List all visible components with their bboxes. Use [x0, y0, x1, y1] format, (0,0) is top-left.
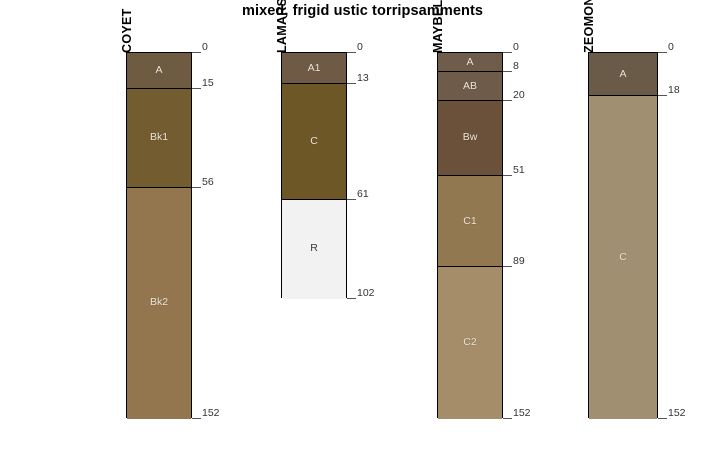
horizon-label: C1 [463, 214, 477, 227]
depth-tick-label: 13 [357, 72, 369, 85]
horizon-label: Bk2 [149, 296, 169, 309]
depth-tick-label: 152 [202, 407, 220, 419]
page-title: mixed, frigid ustic torripsamments [241, 3, 484, 19]
horizon-label: A [155, 64, 163, 77]
profile-name-label: MAYBELL [431, 0, 445, 53]
depth-leader-line [658, 95, 667, 97]
depth-tick-label: 0 [668, 41, 674, 53]
depth-tick-label: 0 [513, 41, 519, 53]
depth-tick-label: 89 [513, 255, 525, 268]
depth-tick-label: 20 [513, 89, 525, 102]
profile-name-label: ZEOMONT [582, 0, 596, 53]
depth-leader-line [192, 52, 201, 53]
horizon-label: C [619, 250, 627, 263]
horizon-c: C [589, 96, 657, 419]
soil-profile-zeomont: ZEOMONT A C 0 18 152 [0, 0, 686, 450]
horizon-label: C [310, 135, 318, 148]
depth-leader-line [347, 52, 356, 53]
horizon-bk2: Bk2 [127, 187, 191, 419]
horizon-label: A [619, 67, 627, 80]
depth-leader-line [503, 174, 512, 176]
depth-leader-line [658, 418, 667, 419]
horizon-ab: AB [438, 72, 502, 102]
horizon-a1: A1 [282, 53, 346, 85]
depth-tick-label: 56 [202, 175, 214, 188]
horizon-bw: Bw [438, 101, 502, 176]
depth-tick-label: 152 [513, 407, 531, 419]
depth-leader-line [192, 88, 201, 90]
profile-column: A AB Bw C1 C2 [437, 52, 503, 419]
depth-leader-line [347, 297, 356, 299]
depth-tick-label: 51 [513, 163, 525, 176]
depth-leader-line [503, 71, 512, 73]
horizon-label: R [310, 242, 318, 255]
depth-leader-line [658, 52, 667, 53]
depth-tick-label: 152 [668, 407, 686, 419]
horizon-label: AB [462, 79, 477, 92]
depth-tick-label: 61 [357, 187, 369, 200]
soil-profile-lamarsh: LAMARSH A1 C R 0 13 61 102 [0, 0, 375, 450]
horizon-label: A [466, 55, 474, 68]
horizon-label: A1 [307, 61, 321, 74]
horizon-bk1: Bk1 [127, 89, 191, 188]
horizon-a: A [589, 53, 657, 97]
depth-tick-label: 15 [202, 77, 214, 90]
depth-leader-line [503, 418, 512, 419]
depth-tick-label: 18 [668, 84, 680, 97]
depth-leader-line [503, 100, 512, 102]
depth-leader-line [192, 186, 201, 188]
horizon-c: C [282, 84, 346, 200]
horizon-a: A [127, 53, 191, 90]
horizon-r: R [282, 199, 346, 299]
horizon-c2: C2 [438, 267, 502, 419]
depth-leader-line [347, 83, 356, 85]
depth-leader-line [503, 266, 512, 268]
horizon-c1: C1 [438, 175, 502, 268]
depth-leader-line [192, 418, 201, 419]
depth-leader-line [503, 52, 512, 53]
horizon-a: A [438, 53, 502, 73]
soil-profile-maybell: MAYBELL A AB Bw C1 C2 0 8 20 51 89 152 [0, 0, 531, 450]
horizon-label: Bk1 [149, 131, 169, 144]
depth-tick-label: 8 [513, 60, 519, 73]
depth-tick-label: 0 [202, 41, 208, 53]
profile-column: A Bk1 Bk2 [126, 52, 192, 419]
profile-name-label: LAMARSH [275, 0, 289, 53]
soil-profile-coyet: COYET A Bk1 Bk2 0 15 56 152 [0, 0, 220, 450]
depth-tick-label: 0 [357, 41, 363, 53]
horizon-label: C2 [463, 336, 477, 349]
depth-leader-line [347, 198, 356, 200]
horizon-label: Bw [462, 131, 478, 144]
profile-column: A1 C R [281, 52, 347, 299]
depth-tick-label: 102 [357, 286, 375, 299]
